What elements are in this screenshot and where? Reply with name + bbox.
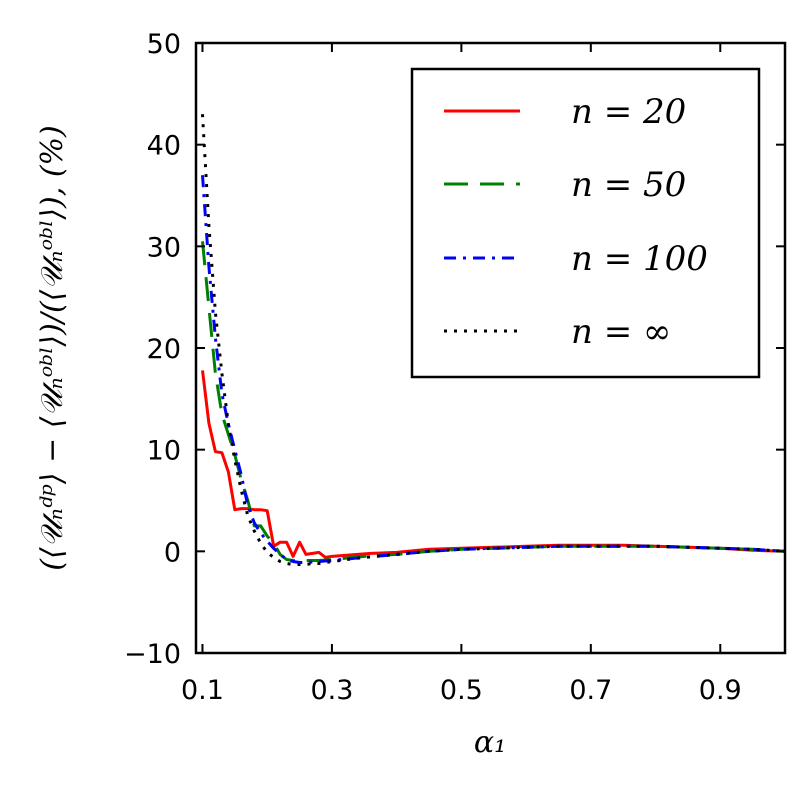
y-tick-label-6: 50 — [147, 29, 181, 60]
series-line-3 — [201, 114, 786, 566]
y-tick-label-1: 0 — [164, 537, 181, 568]
series-layer — [201, 114, 786, 566]
y-tick-label-0: −10 — [124, 639, 181, 670]
series-line-2 — [201, 175, 786, 564]
x-tick-label-4: 0.9 — [699, 675, 742, 706]
plot-frame — [194, 41, 787, 655]
legend-label-0: n = 20 — [571, 92, 686, 132]
x-tick-label-2: 0.5 — [440, 675, 483, 706]
y-tick-label-2: 10 — [147, 436, 181, 467]
y-tick-label-3: 20 — [147, 334, 181, 365]
legend-label-1: n = 50 — [571, 165, 686, 205]
ticks-layer: 0.1 0.3 0.5 0.7 0.9 −10 0 10 20 30 40 50 — [124, 29, 785, 706]
legend: n = 20 n = 50 n = 100 n = ∞ — [410, 67, 761, 379]
x-tick-label-3: 0.7 — [569, 675, 612, 706]
x-tick-label-0: 0.1 — [181, 675, 224, 706]
legend-label-3: n = ∞ — [571, 312, 671, 352]
legend-label-2: n = 100 — [571, 239, 708, 279]
y-tick-label-4: 30 — [147, 232, 181, 263]
x-axis-label: α₁ — [474, 725, 506, 760]
x-tick-label-1: 0.3 — [310, 675, 353, 706]
y-axis-label: (⟨𝒰ₙᵈᵖ⟩ − ⟨𝒰ₙᵒᵇˡ⟩)/(⟨𝒰ₙᵒᵇˡ⟩), (%) — [35, 125, 70, 570]
y-tick-label-5: 40 — [147, 131, 181, 162]
legend-box — [410, 67, 761, 379]
